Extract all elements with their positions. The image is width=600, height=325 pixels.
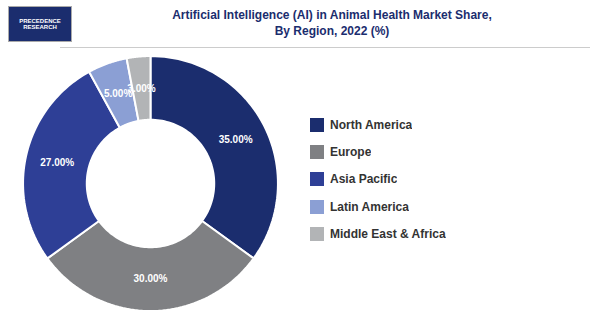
html-text:Asia Pacific: Asia Pacific: [330, 172, 398, 187]
svg-text:35.00%: 35.00%: [219, 134, 253, 145]
svg-text:5.00%: 5.00%: [103, 87, 133, 99]
svg-text:27.00%: 27.00%: [40, 157, 74, 168]
svg-text:30.00%: 30.00%: [134, 273, 168, 284]
html-text:Latin America: Latin America: [330, 199, 409, 214]
html-text:RESEARCH: RESEARCH: [23, 24, 57, 30]
html-text:Europe: Europe: [330, 144, 372, 159]
html-text:North America: North America: [330, 117, 413, 132]
html-text:Middle East & Africa: Middle East & Africa: [330, 227, 446, 242]
svg-text:3.00%: 3.00%: [127, 83, 155, 94]
html-text:Artificial Intelligence (AI) i: Artificial Intelligence (AI) in Animal H…: [172, 8, 492, 38]
html-text:PRECEDENCE: PRECEDENCE: [19, 18, 61, 24]
